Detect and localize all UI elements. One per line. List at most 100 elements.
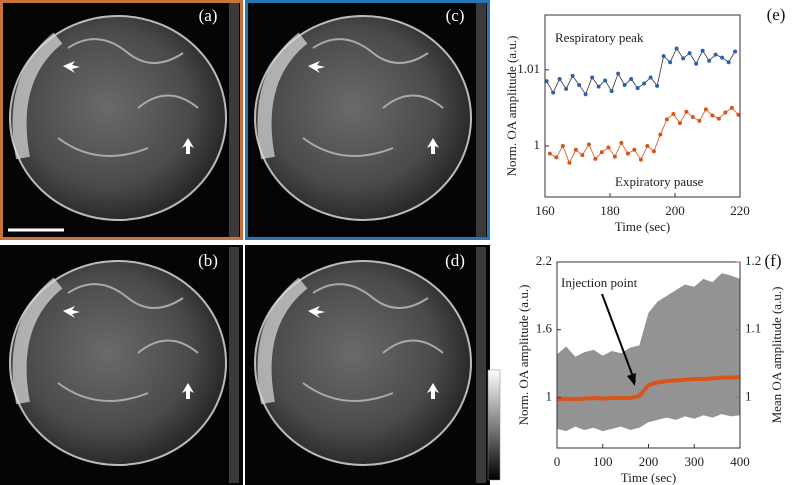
annotation: Injection point (561, 275, 638, 290)
data-point (671, 111, 676, 116)
data-point (619, 140, 624, 145)
noise-band (557, 273, 740, 432)
charts: Respiratory peak Expiratory pause 160 180 20… (504, 5, 785, 485)
data-point (687, 51, 692, 56)
image-edge-strip (229, 2, 239, 238)
panel-label: (c) (446, 6, 465, 25)
specimen-bright-rim (12, 32, 63, 160)
data-point (645, 143, 650, 148)
data-point (557, 76, 562, 81)
y-axis-label: Norm. OA amplitude (a.u.) (504, 36, 519, 177)
data-point (723, 110, 728, 115)
y-axis-label: Norm. OA amplitude (a.u.) (516, 285, 531, 426)
panel-label: (a) (199, 6, 218, 25)
image-edge-strip (476, 247, 486, 483)
x-tick-label: 200 (665, 203, 685, 218)
data-point (658, 132, 663, 137)
data-point (694, 61, 699, 66)
arrow-marker (182, 383, 194, 399)
arrow-marker (63, 306, 80, 318)
data-point (554, 155, 559, 160)
data-point (586, 142, 591, 147)
y2-tick-label: 1.1 (745, 321, 761, 336)
image-edge-strip (229, 247, 239, 483)
data-point (664, 117, 669, 122)
data-point (651, 149, 656, 154)
data-point (729, 105, 734, 110)
y-tick-label: 2.2 (536, 253, 552, 268)
x-tick-label: 300 (685, 454, 705, 469)
y2-tick-label: 1.2 (745, 253, 761, 268)
data-point (593, 156, 598, 161)
arrow-marker (427, 383, 439, 399)
annotation-arrowhead (627, 373, 636, 386)
data-point (648, 75, 653, 80)
data-point (642, 81, 647, 86)
arrow-marker (308, 306, 325, 318)
y-tick-label: 1 (534, 137, 541, 152)
data-point (655, 83, 660, 88)
data-point (599, 150, 604, 155)
data-point (638, 157, 643, 162)
panel-border (0, 0, 243, 240)
data-point (577, 83, 582, 88)
specimen-structure (57, 283, 199, 402)
series-annotation: Respiratory peak (555, 30, 644, 45)
x-tick-label: 0 (554, 454, 561, 469)
annotation-arrow (601, 293, 636, 383)
data-point (625, 151, 630, 156)
arrow-marker (308, 61, 325, 73)
arrow-marker (427, 138, 439, 154)
data-point (720, 55, 725, 60)
data-point (674, 46, 679, 51)
data-point (622, 83, 627, 88)
data-point (606, 145, 611, 150)
data-point (590, 75, 595, 80)
y-tick-label: 1 (546, 388, 553, 403)
series-annotation: Expiratory pause (615, 174, 704, 189)
panel-border (245, 0, 490, 240)
data-point (713, 52, 718, 57)
specimen-structure (57, 38, 199, 157)
x-axis-label: Time (sec) (621, 470, 677, 485)
specimen-structure (302, 283, 444, 402)
data-point (684, 109, 689, 114)
data-point (609, 89, 614, 94)
data-point (677, 121, 682, 126)
data-point (632, 147, 637, 152)
data-point (544, 79, 549, 84)
x-tick-label: 180 (600, 203, 620, 218)
data-point (551, 90, 556, 95)
data-point (603, 78, 608, 83)
image-edge-strip (476, 2, 486, 238)
specimen-structure (302, 38, 444, 157)
specimen (254, 260, 472, 466)
x-tick-label: 160 (535, 203, 555, 218)
series-line (549, 107, 739, 164)
x-tick-label: 220 (730, 203, 750, 218)
data-point (733, 49, 738, 54)
data-point (560, 143, 565, 148)
x-tick-label: 100 (593, 454, 613, 469)
data-point (690, 115, 695, 120)
y2-tick-label: 1 (745, 388, 752, 403)
data-point (726, 60, 731, 65)
series-line (546, 47, 736, 96)
data-point (710, 113, 715, 118)
mean-line (556, 374, 741, 402)
image-panels: (a) (b) (c) (d) (0, 0, 490, 485)
plot-frame (544, 14, 741, 198)
specimen-bright-rim (257, 277, 308, 405)
panel-label: (d) (445, 251, 465, 270)
data-point (580, 153, 585, 158)
data-point (583, 92, 588, 97)
specimen (9, 260, 227, 466)
data-point (570, 73, 575, 78)
data-point (707, 58, 712, 63)
data-point (635, 86, 640, 91)
data-point (716, 116, 721, 121)
colorbar (487, 369, 501, 481)
data-point (697, 118, 702, 123)
data-point (564, 86, 569, 91)
